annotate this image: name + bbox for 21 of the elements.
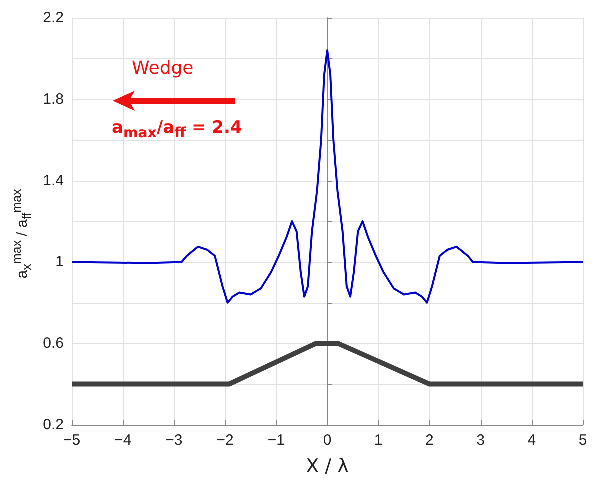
x-tick-label: 1: [374, 432, 383, 449]
y-tick-label: 1.8: [43, 90, 64, 108]
line-series: [71, 50, 584, 304]
y-tick-label: 0.2: [43, 416, 64, 434]
y-tick-label: 1.4: [43, 172, 64, 190]
x-axis-title: X / λ: [306, 456, 349, 478]
y-tick-label: 1: [56, 254, 64, 271]
annotation: a$_{max}$/a$_{ff}$ = 2.4: [112, 118, 242, 142]
x-tick-label: 5: [578, 432, 588, 449]
x-tick-label: −1: [268, 432, 285, 449]
x-tick-label: 0: [323, 432, 332, 449]
x-tick-label: 2: [426, 432, 434, 449]
x-tick-label: −2: [216, 432, 234, 449]
x-tick-label: 4: [528, 432, 536, 449]
x-tick-label: −5: [63, 432, 81, 449]
annotation: Wedge: [132, 58, 194, 79]
x-tick-label: 3: [476, 432, 485, 449]
y-tick-label: 0.6: [43, 335, 64, 352]
x-tick-label: −4: [114, 432, 132, 449]
x-tick-label: −3: [166, 432, 183, 449]
y-tick-label: 2.2: [43, 10, 64, 26]
